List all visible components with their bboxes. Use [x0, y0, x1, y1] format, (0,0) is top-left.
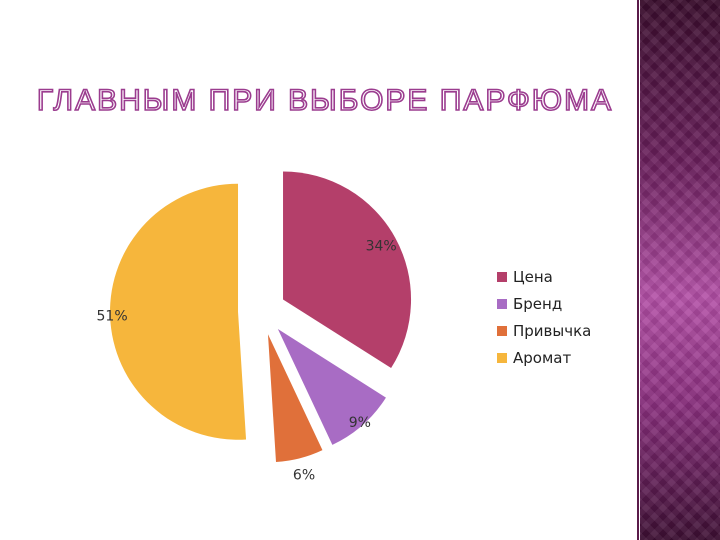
legend-label-price: Цена	[513, 267, 553, 286]
chart-legend: Цена Бренд Привычка Аромат	[497, 263, 591, 371]
data-label-brand: 9%	[349, 415, 371, 431]
legend-swatch-price	[497, 271, 507, 282]
pie-slice-aroma	[110, 183, 247, 440]
decorative-side-band	[640, 0, 720, 540]
pie-slice-brand	[277, 329, 386, 445]
pie-slice-habit	[267, 334, 323, 462]
data-label-habit: 6%	[293, 468, 315, 484]
slide-title: ГЛАВНЫМ ПРИ ВЫБОРЕ ПАРФЮМА	[37, 84, 613, 117]
legend-label-brand: Бренд	[513, 294, 563, 313]
legend-item-aroma: Аромат	[497, 344, 591, 371]
legend-swatch-brand	[497, 298, 507, 309]
legend-item-habit: Привычка	[497, 317, 591, 344]
legend-swatch-habit	[497, 325, 507, 336]
legend-swatch-aroma	[497, 352, 507, 363]
data-label-aroma: 51%	[97, 309, 128, 325]
pie-slice-price	[283, 171, 412, 369]
data-label-price: 34%	[366, 238, 397, 254]
legend-item-price: Цена	[497, 263, 591, 290]
legend-label-aroma: Аромат	[513, 348, 572, 367]
legend-label-habit: Привычка	[513, 321, 592, 340]
legend-item-brand: Бренд	[497, 290, 591, 317]
side-divider	[637, 0, 639, 540]
